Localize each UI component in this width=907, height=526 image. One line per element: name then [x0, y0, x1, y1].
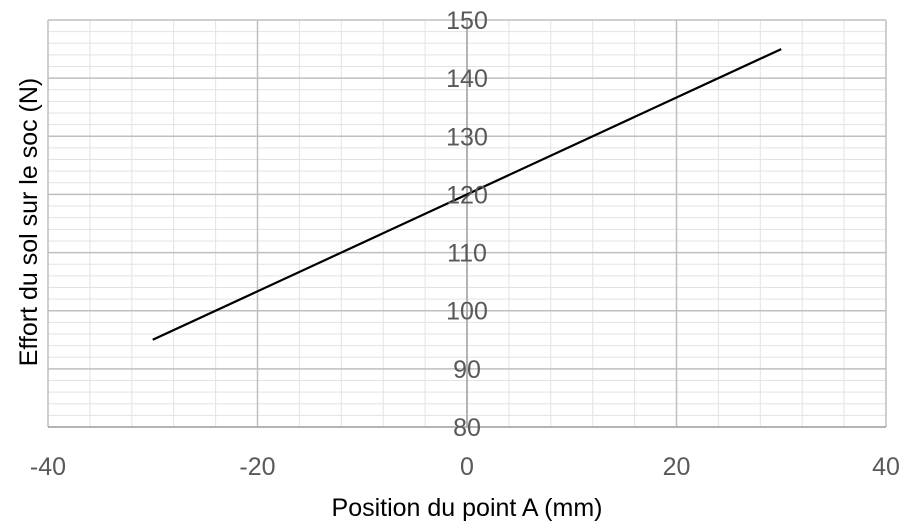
x-tick-label: -20 — [239, 453, 275, 481]
x-tick-label: 20 — [663, 453, 691, 481]
series-line — [152, 48, 782, 341]
y-tick-label: 80 — [453, 414, 481, 442]
y-tick-label: 90 — [453, 356, 481, 384]
y-tick-label: 140 — [446, 65, 488, 93]
y-tick-label: 100 — [446, 298, 488, 326]
x-tick-label: 40 — [872, 453, 900, 481]
x-tick-label: -40 — [30, 453, 66, 481]
x-tick-label: 0 — [460, 453, 474, 481]
series-group — [152, 48, 782, 341]
y-axis-title: Effort du sol sur le soc (N) — [15, 78, 43, 367]
y-tick-label: 110 — [447, 240, 487, 268]
y-tick-labels: 80 90 100 110 120 130 140 150 — [446, 7, 488, 442]
axes — [48, 20, 886, 428]
y-tick-label: 150 — [446, 7, 488, 35]
x-tick-labels: -40 -20 0 20 40 — [30, 453, 900, 481]
y-tick-label: 120 — [446, 181, 488, 209]
x-axis-title: Position du point A (mm) — [332, 494, 603, 522]
y-tick-label: 130 — [446, 123, 488, 151]
